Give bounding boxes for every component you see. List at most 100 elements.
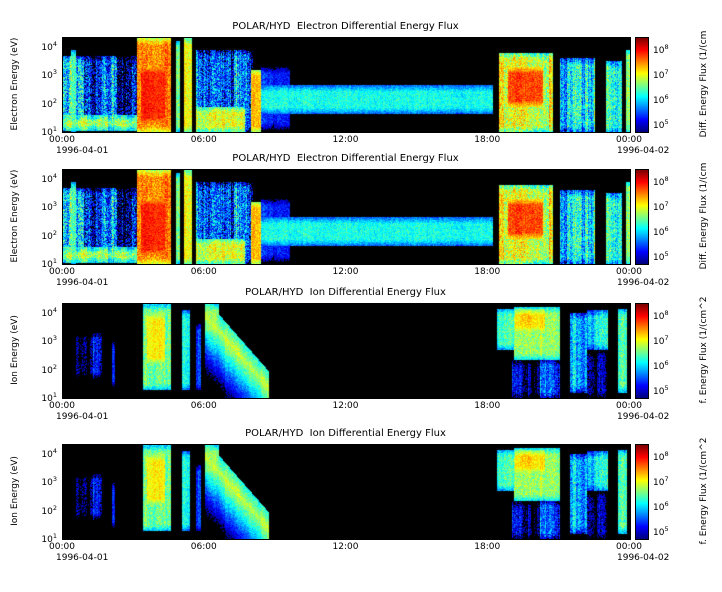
y-tick-exponent: 3 bbox=[52, 200, 57, 209]
colorbar-tick-exponent: 8 bbox=[664, 450, 669, 459]
spectrogram-plot bbox=[62, 444, 631, 540]
y-tick-base: 10 bbox=[41, 449, 53, 460]
y-tick-exponent: 1 bbox=[52, 125, 57, 133]
colorbar-tick-label: 105 bbox=[653, 384, 669, 397]
colorbar-tick-base: 10 bbox=[653, 361, 665, 372]
y-tick-label: 103 bbox=[29, 334, 57, 347]
colorbar-label: f. Energy Flux (1/(cm^2 bbox=[699, 296, 709, 404]
colorbar-tick-exponent: 7 bbox=[664, 200, 669, 209]
colorbar-tick-exponent: 5 bbox=[664, 524, 669, 533]
panel-title: POLAR/HYD Ion Differential Energy Flux bbox=[245, 287, 446, 298]
colorbar-tick-exponent: 6 bbox=[664, 358, 669, 367]
y-tick-base: 10 bbox=[41, 337, 53, 348]
colorbar bbox=[635, 37, 649, 133]
colorbar-tick-label: 107 bbox=[653, 200, 669, 213]
y-tick-base: 10 bbox=[41, 174, 53, 185]
y-tick-exponent: 4 bbox=[52, 39, 57, 48]
spectrogram-canvas bbox=[63, 445, 630, 539]
colorbar-tick-exponent: 5 bbox=[664, 249, 669, 258]
y-tick-base: 10 bbox=[41, 71, 53, 82]
y-tick-base: 10 bbox=[41, 231, 53, 242]
colorbar-tick-label: 108 bbox=[653, 175, 669, 188]
y-tick-exponent: 2 bbox=[52, 96, 57, 105]
x-tick-label: 00:00 bbox=[49, 267, 75, 277]
colorbar-tick-base: 10 bbox=[653, 337, 665, 348]
y-tick-exponent: 1 bbox=[52, 257, 57, 265]
colorbar-tick-exponent: 7 bbox=[664, 334, 669, 343]
colorbar-tick-base: 10 bbox=[653, 227, 665, 238]
spectrogram-canvas bbox=[63, 304, 630, 398]
colorbar-tick-exponent: 8 bbox=[664, 309, 669, 318]
colorbar-tick-exponent: 8 bbox=[664, 175, 669, 184]
colorbar-label: Diff. Energy Flux (1/(cm bbox=[699, 30, 709, 138]
x-tick-label: 00:00 bbox=[49, 135, 75, 145]
y-tick-label: 101 bbox=[29, 125, 57, 138]
y-tick-label: 104 bbox=[29, 447, 57, 460]
x-tick-label: 12:00 bbox=[332, 135, 359, 145]
y-tick-exponent: 3 bbox=[52, 68, 57, 77]
colorbar-tick-exponent: 7 bbox=[664, 475, 669, 484]
colorbar bbox=[635, 444, 649, 540]
colorbar-tick-label: 107 bbox=[653, 334, 669, 347]
y-tick-base: 10 bbox=[41, 42, 53, 53]
panel-title: POLAR/HYD Electron Differential Energy F… bbox=[232, 153, 459, 164]
colorbar-tick-label: 108 bbox=[653, 43, 669, 56]
y-tick-base: 10 bbox=[41, 365, 53, 376]
y-tick-base: 10 bbox=[41, 478, 53, 489]
x-tick-label: 00:00 bbox=[616, 542, 642, 552]
colorbar-tick-label: 105 bbox=[653, 118, 669, 131]
y-tick-exponent: 2 bbox=[52, 362, 57, 371]
colorbar-tick-base: 10 bbox=[653, 453, 665, 464]
x-tick-label: 00:00 bbox=[616, 267, 642, 277]
colorbar-tick-exponent: 7 bbox=[664, 68, 669, 77]
panel-title: POLAR/HYD Ion Differential Energy Flux bbox=[245, 428, 446, 439]
y-tick-label: 101 bbox=[29, 391, 57, 404]
colorbar-tick-label: 105 bbox=[653, 250, 669, 263]
colorbar-tick-base: 10 bbox=[653, 120, 665, 131]
colorbar-canvas bbox=[636, 38, 648, 132]
colorbar-tick-exponent: 6 bbox=[664, 499, 669, 508]
x-axis-date-left: 1996-04-01 bbox=[56, 146, 109, 156]
colorbar-tick-label: 106 bbox=[653, 359, 669, 372]
y-tick-base: 10 bbox=[41, 308, 53, 319]
colorbar-tick-label: 107 bbox=[653, 475, 669, 488]
y-tick-base: 10 bbox=[41, 203, 53, 214]
colorbar-tick-base: 10 bbox=[653, 502, 665, 513]
colorbar-tick-base: 10 bbox=[653, 312, 665, 323]
y-tick-base: 10 bbox=[41, 394, 53, 404]
y-axis-label: Ion Energy (eV) bbox=[10, 315, 20, 385]
x-axis-date-left: 1996-04-01 bbox=[56, 553, 109, 563]
x-tick-label: 18:00 bbox=[474, 542, 501, 552]
colorbar-tick-exponent: 5 bbox=[664, 117, 669, 126]
colorbar-tick-base: 10 bbox=[653, 203, 665, 214]
colorbar-label: f. Energy Flux (1/(cm^2 bbox=[699, 437, 709, 545]
spectrogram-plot bbox=[62, 303, 631, 399]
y-axis-label: Electron Energy (eV) bbox=[10, 169, 20, 263]
x-tick-label: 12:00 bbox=[332, 542, 359, 552]
spectrogram-canvas bbox=[63, 38, 630, 132]
y-tick-exponent: 4 bbox=[52, 171, 57, 180]
colorbar bbox=[635, 169, 649, 265]
x-axis-date-left: 1996-04-01 bbox=[56, 278, 109, 288]
y-axis-label: Ion Energy (eV) bbox=[10, 456, 20, 526]
colorbar-label: Diff. Energy Flux (1/(cm bbox=[699, 162, 709, 270]
x-tick-label: 12:00 bbox=[332, 267, 359, 277]
y-tick-base: 10 bbox=[41, 506, 53, 517]
y-tick-label: 102 bbox=[29, 363, 57, 376]
y-tick-label: 104 bbox=[29, 40, 57, 53]
colorbar-tick-label: 107 bbox=[653, 68, 669, 81]
y-tick-label: 102 bbox=[29, 504, 57, 517]
y-tick-exponent: 3 bbox=[52, 475, 57, 484]
spectrogram-plot bbox=[62, 37, 631, 133]
x-tick-label: 00:00 bbox=[616, 401, 642, 411]
colorbar-tick-exponent: 6 bbox=[664, 224, 669, 233]
x-tick-label: 06:00 bbox=[190, 135, 217, 145]
x-tick-label: 00:00 bbox=[49, 542, 75, 552]
y-tick-label: 103 bbox=[29, 68, 57, 81]
colorbar-tick-base: 10 bbox=[653, 527, 665, 538]
colorbar-tick-exponent: 8 bbox=[664, 43, 669, 52]
x-axis-date-right: 1996-04-02 bbox=[617, 278, 670, 288]
x-axis-date-left: 1996-04-01 bbox=[56, 412, 109, 422]
colorbar-tick-base: 10 bbox=[653, 386, 665, 397]
